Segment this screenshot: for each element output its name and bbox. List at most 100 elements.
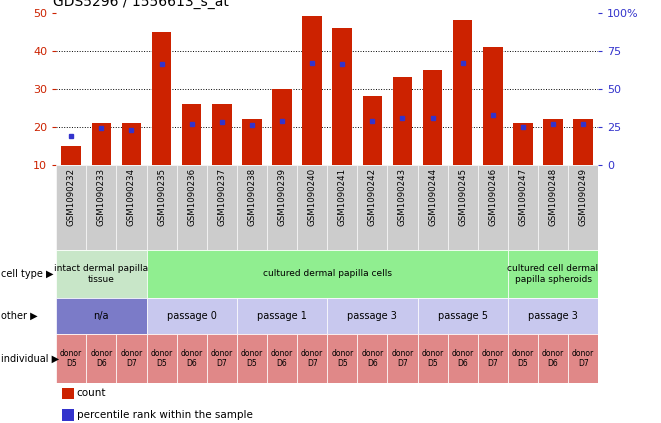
- Bar: [568, 334, 598, 383]
- Bar: [568, 165, 598, 250]
- Bar: [387, 334, 418, 383]
- Bar: [56, 165, 87, 250]
- Text: donor
D7: donor D7: [301, 349, 323, 368]
- Text: GSM1090236: GSM1090236: [187, 168, 196, 225]
- Bar: [508, 250, 598, 298]
- Bar: [363, 96, 382, 165]
- Text: other ▶: other ▶: [1, 311, 37, 321]
- Bar: [176, 334, 207, 383]
- Text: donor
D5: donor D5: [331, 349, 354, 368]
- Text: n/a: n/a: [94, 311, 109, 321]
- Text: individual ▶: individual ▶: [1, 354, 59, 363]
- Text: donor
D5: donor D5: [60, 349, 83, 368]
- Bar: [297, 334, 327, 383]
- Text: cultured cell dermal
papilla spheroids: cultured cell dermal papilla spheroids: [508, 264, 599, 283]
- Bar: [478, 334, 508, 383]
- Bar: [61, 409, 73, 420]
- Bar: [92, 123, 111, 165]
- Text: GSM1090240: GSM1090240: [307, 168, 317, 225]
- Text: GSM1090245: GSM1090245: [458, 168, 467, 225]
- Text: GSM1090248: GSM1090248: [549, 168, 557, 225]
- Text: GSM1090233: GSM1090233: [97, 168, 106, 225]
- Bar: [327, 298, 418, 334]
- Bar: [147, 334, 176, 383]
- Text: passage 3: passage 3: [528, 311, 578, 321]
- Bar: [147, 250, 508, 298]
- Bar: [56, 334, 87, 383]
- Text: GSM1090246: GSM1090246: [488, 168, 497, 225]
- Bar: [147, 298, 237, 334]
- Text: GSM1090241: GSM1090241: [338, 168, 347, 225]
- Bar: [508, 298, 598, 334]
- Text: donor
D6: donor D6: [362, 349, 383, 368]
- Bar: [61, 387, 73, 399]
- Bar: [478, 165, 508, 250]
- Text: passage 5: passage 5: [438, 311, 488, 321]
- Text: GSM1090237: GSM1090237: [217, 168, 226, 225]
- Bar: [573, 119, 593, 165]
- Text: GSM1090247: GSM1090247: [518, 168, 527, 225]
- Text: GSM1090235: GSM1090235: [157, 168, 166, 225]
- Text: GSM1090249: GSM1090249: [578, 168, 588, 225]
- Bar: [207, 165, 237, 250]
- Bar: [543, 119, 563, 165]
- Bar: [418, 165, 447, 250]
- Text: donor
D6: donor D6: [451, 349, 474, 368]
- Text: donor
D5: donor D5: [151, 349, 173, 368]
- Text: donor
D7: donor D7: [120, 349, 143, 368]
- Text: GSM1090244: GSM1090244: [428, 168, 437, 225]
- Text: donor
D6: donor D6: [271, 349, 293, 368]
- Bar: [56, 250, 147, 298]
- Bar: [56, 298, 147, 334]
- Bar: [447, 165, 478, 250]
- Bar: [538, 165, 568, 250]
- Bar: [116, 165, 147, 250]
- Bar: [267, 165, 297, 250]
- Bar: [176, 165, 207, 250]
- Text: count: count: [77, 388, 106, 398]
- Text: passage 0: passage 0: [167, 311, 217, 321]
- Bar: [447, 334, 478, 383]
- Bar: [327, 165, 358, 250]
- Text: donor
D6: donor D6: [542, 349, 564, 368]
- Text: donor
D5: donor D5: [512, 349, 534, 368]
- Text: donor
D5: donor D5: [422, 349, 444, 368]
- Bar: [116, 334, 147, 383]
- Bar: [302, 16, 322, 165]
- Text: donor
D6: donor D6: [91, 349, 112, 368]
- Bar: [332, 28, 352, 165]
- Bar: [242, 119, 262, 165]
- Text: intact dermal papilla
tissue: intact dermal papilla tissue: [54, 264, 149, 283]
- Bar: [423, 70, 442, 165]
- Text: GSM1090243: GSM1090243: [398, 168, 407, 225]
- Text: percentile rank within the sample: percentile rank within the sample: [77, 410, 253, 420]
- Bar: [237, 334, 267, 383]
- Text: passage 1: passage 1: [257, 311, 307, 321]
- Bar: [418, 298, 508, 334]
- Bar: [267, 334, 297, 383]
- Text: GSM1090242: GSM1090242: [368, 168, 377, 225]
- Bar: [393, 77, 412, 165]
- Text: GSM1090232: GSM1090232: [67, 168, 76, 225]
- Bar: [358, 165, 387, 250]
- Text: donor
D7: donor D7: [391, 349, 414, 368]
- Bar: [297, 165, 327, 250]
- Bar: [212, 104, 231, 165]
- Bar: [237, 165, 267, 250]
- Bar: [327, 334, 358, 383]
- Bar: [483, 47, 502, 165]
- Text: GSM1090239: GSM1090239: [278, 168, 286, 225]
- Text: GSM1090234: GSM1090234: [127, 168, 136, 225]
- Bar: [508, 334, 538, 383]
- Bar: [152, 32, 171, 165]
- Bar: [87, 334, 116, 383]
- Bar: [508, 165, 538, 250]
- Bar: [513, 123, 533, 165]
- Text: cultured dermal papilla cells: cultured dermal papilla cells: [262, 269, 392, 278]
- Bar: [418, 334, 447, 383]
- Bar: [182, 104, 202, 165]
- Text: cell type ▶: cell type ▶: [1, 269, 53, 279]
- Bar: [87, 165, 116, 250]
- Text: donor
D6: donor D6: [180, 349, 203, 368]
- Bar: [61, 146, 81, 165]
